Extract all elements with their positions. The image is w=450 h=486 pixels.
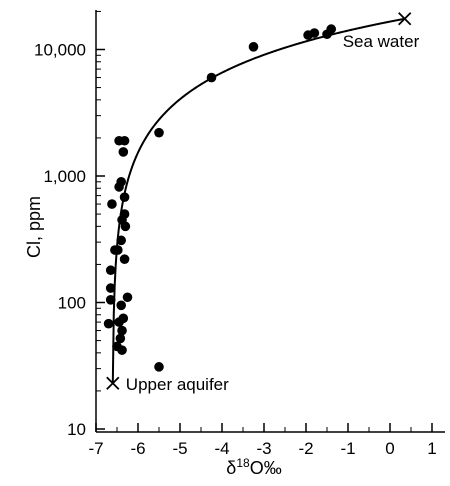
y-tick-label: 10,000 — [34, 41, 86, 60]
plot-area: 10 100 1,000 10,000 -7 -6 -5 -4 -3 -2 -1 0 1 Sea wa… — [34, 10, 445, 458]
y-tick-label: 1,000 — [43, 167, 86, 186]
data-point — [119, 209, 130, 219]
data-point — [120, 221, 131, 232]
data-point — [105, 265, 116, 276]
data-point — [105, 283, 116, 293]
x-axis-title-suffix: O‰ — [250, 458, 282, 478]
data-point — [154, 362, 164, 372]
y-axis-title: Cl, ppm — [24, 196, 44, 258]
data-point — [105, 295, 116, 305]
x-tick-label: 0 — [385, 439, 394, 458]
x-axis-title-prefix: δ — [226, 458, 236, 478]
x-tick-label: 1 — [427, 439, 436, 458]
data-point — [117, 325, 127, 336]
data-point — [248, 42, 259, 52]
upper-aquifer-label: Upper aquifer — [126, 375, 229, 394]
y-tick-label: 10 — [67, 420, 86, 439]
data-point — [116, 300, 126, 311]
data-point — [309, 28, 320, 38]
data-point — [118, 147, 129, 157]
data-point — [116, 235, 126, 246]
x-tick-label: -1 — [340, 439, 355, 458]
data-point — [118, 313, 129, 324]
data-point — [107, 199, 117, 209]
x-ticks: -7 -6 -5 -4 -3 -2 -1 0 1 — [88, 423, 437, 458]
end-member-marker — [106, 376, 120, 390]
end-members: Sea water Upper aquifer — [106, 12, 420, 394]
data-point — [119, 254, 130, 264]
x-tick-label: -4 — [214, 439, 229, 458]
x-tick-label: -2 — [298, 439, 313, 458]
x-tick-label: -3 — [256, 439, 271, 458]
x-axis-title: δ18O‰ — [226, 456, 281, 478]
data-point — [122, 292, 133, 303]
x-tick-label: -7 — [88, 439, 103, 458]
data-point — [119, 135, 130, 146]
x-axis-title-sup: 18 — [236, 456, 250, 470]
data-point — [113, 245, 123, 255]
data-point — [326, 24, 337, 34]
data-point — [103, 318, 114, 329]
end-member-marker — [398, 12, 412, 26]
y-ticks: 10 100 1,000 10,000 — [34, 10, 105, 439]
x-tick-label: -5 — [172, 439, 187, 458]
data-point — [116, 176, 126, 187]
data-point — [154, 127, 164, 138]
y-tick-label: 100 — [58, 294, 86, 313]
x-tick-label: -6 — [130, 439, 145, 458]
data-points — [103, 24, 337, 372]
mixing-curve — [111, 17, 405, 384]
sea-water-label: Sea water — [343, 32, 420, 51]
data-point — [206, 72, 217, 83]
data-point — [115, 333, 126, 344]
data-point — [117, 345, 127, 355]
data-point — [119, 192, 130, 202]
